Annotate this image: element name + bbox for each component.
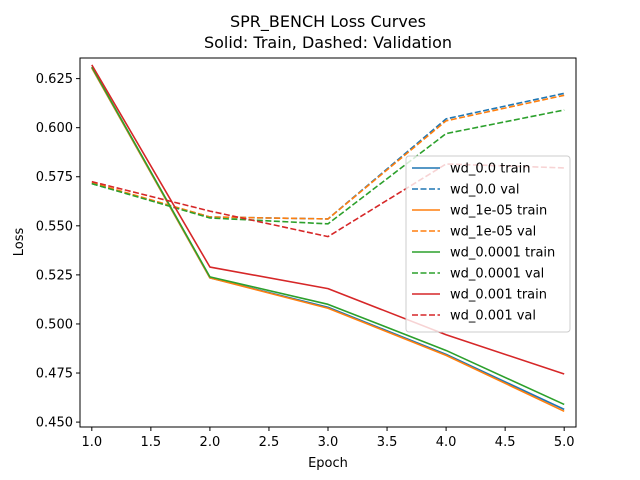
x-tick-label: 1.0 — [81, 435, 102, 450]
y-tick-label: 0.525 — [36, 268, 73, 283]
x-tick-label: 4.0 — [436, 435, 457, 450]
y-tick-label: 0.575 — [36, 170, 73, 185]
y-axis-label: Loss — [12, 228, 27, 257]
series-line-wd-0-0001-val — [91, 109, 565, 225]
x-tick-label: 2.0 — [200, 435, 221, 450]
x-tick-label: 2.5 — [259, 435, 280, 450]
x-tick-label: 3.5 — [377, 435, 398, 450]
x-axis-label: Epoch — [308, 456, 348, 471]
y-tick-label: 0.600 — [36, 121, 73, 136]
x-tick-label: 1.5 — [141, 435, 162, 450]
y-tick-label: 0.550 — [36, 219, 73, 234]
legend-label: wd_1e-05 train — [450, 204, 547, 219]
legend-label: wd_0.001 train — [450, 288, 547, 303]
series-line-wd-0-001-train — [91, 64, 565, 375]
chart-title: SPR_BENCH Loss Curves — [230, 12, 426, 32]
y-tick-label: 0.500 — [36, 317, 73, 332]
y-tick-label: 0.625 — [36, 72, 73, 87]
legend-label: wd_1e-05 val — [450, 225, 536, 240]
x-tick-label: 3.0 — [318, 435, 339, 450]
plot-frame — [79, 57, 577, 428]
legend-box — [405, 155, 571, 333]
legend-label: wd_0.001 val — [450, 309, 536, 324]
legend-label: wd_0.0001 train — [450, 246, 555, 261]
legend: wd_0.0 train wd_0.0 val wd_1e-05 train wd_1… — [405, 155, 571, 333]
y-tick-label: 0.475 — [36, 367, 73, 382]
legend-label: wd_0.0 val — [450, 183, 519, 198]
y-tick-label: 0.450 — [36, 416, 73, 431]
legend-label: wd_0.0 train — [450, 162, 530, 177]
x-tick-label: 5.0 — [554, 435, 575, 450]
x-tick-label: 4.5 — [495, 435, 516, 450]
chart-subtitle: Solid: Train, Dashed: Validation — [204, 33, 452, 52]
axes-layer: 1.0 1.5 2.0 2.5 3.0 3.5 4.0 4.5 5.0 0.450 0.475 0.5… — [36, 72, 575, 450]
legend-label: wd_0.0001 val — [450, 267, 544, 282]
